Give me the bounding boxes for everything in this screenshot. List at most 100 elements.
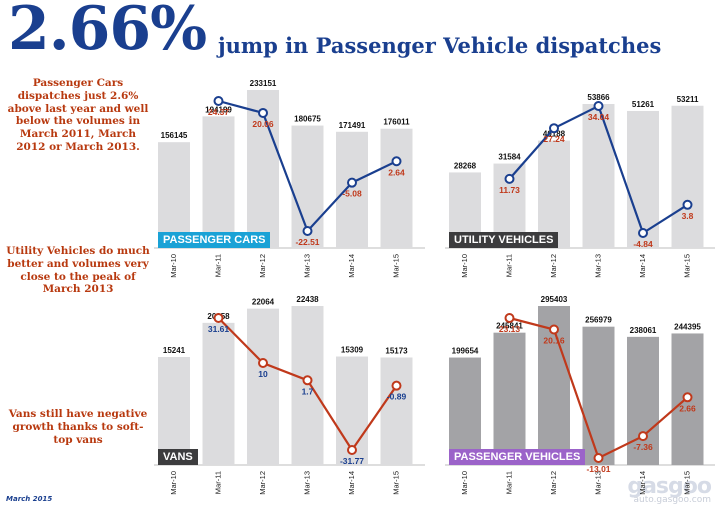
vans-growth-label-3: 1.7 [302, 386, 314, 396]
vans-value-label-5: 15173 [385, 346, 408, 355]
passenger-cars-bar-1 [202, 116, 235, 248]
vans-growth-label-5: -0.89 [387, 392, 407, 402]
passenger-cars-value-label-2: 233151 [250, 79, 277, 88]
utility-vehicles-tick-label-4: Mar-14 [638, 254, 647, 278]
passenger-vehicles-tick-label-5: Mar-15 [683, 471, 692, 495]
vans-value-label-2: 22064 [252, 298, 275, 307]
utility-vehicles-growth-point-5 [682, 199, 693, 210]
passenger-cars-value-label-5: 176011 [383, 118, 410, 127]
chart-badge-vans: VANS [158, 449, 198, 465]
utility-vehicles-value-label-3: 53866 [587, 93, 610, 102]
note-passenger-cars: Passenger Cars dispatches just 2.6% abov… [7, 77, 149, 153]
passenger-cars-tick-label-0: Mar-10 [169, 254, 178, 278]
chart-passenger-vehicles-svg: 199654 Mar-10 245841 Mar-11 295403 Mar-12 2569… [445, 295, 715, 495]
passenger-vehicles-value-label-3: 256979 [585, 316, 612, 325]
note-utility-vehicles: Utility Vehicles do much better and volu… [6, 245, 150, 296]
utility-vehicles-value-label-5: 53211 [677, 95, 699, 104]
passenger-vehicles-tick-label-2: Mar-12 [549, 471, 558, 495]
passenger-vehicles-growth-point-4 [638, 431, 648, 442]
chart-utility-vehicles-svg: 28268 Mar-10 31584 Mar-11 40188 Mar-12 53866 Ma… [445, 93, 715, 278]
vans-growth-label-1: 31.61 [208, 324, 230, 334]
passenger-vehicles-growth-point-1 [504, 313, 515, 323]
vans-tick-label-4: Mar-14 [347, 471, 356, 495]
passenger-vehicles-tick-label-0: Mar-10 [460, 471, 469, 495]
utility-vehicles-growth-point-2 [549, 123, 559, 134]
utility-vehicles-value-label-1: 31584 [498, 153, 521, 162]
utility-vehicles-growth-point-1 [504, 173, 515, 184]
passenger-vehicles-growth-point-3 [593, 453, 604, 463]
passenger-vehicles-growth-point-2 [549, 324, 559, 335]
vans-bar-3 [291, 306, 324, 465]
utility-vehicles-growth-point-4 [638, 228, 648, 238]
utility-vehicles-bar-4 [627, 110, 659, 248]
passenger-vehicles-growth-label-3: -13.01 [586, 464, 610, 474]
vans-value-label-4: 15309 [341, 346, 364, 355]
utility-vehicles-growth-label-4: -4.84 [633, 239, 653, 249]
chart-badge-utility-vehicles: UTILITY VEHICLES [449, 232, 559, 248]
vans-growth-point-4 [347, 445, 357, 455]
passenger-cars-bar-4 [336, 131, 368, 248]
passenger-cars-tick-label-2: Mar-12 [258, 254, 267, 278]
passenger-cars-growth-point-5 [391, 156, 402, 167]
vans-bar-1 [202, 322, 235, 465]
chart-utility-vehicles: 28268 Mar-10 31584 Mar-11 40188 Mar-12 53866 Ma… [445, 76, 715, 286]
passenger-cars-tick-label-1: Mar-11 [214, 254, 223, 277]
vans-tick-label-3: Mar-13 [303, 471, 312, 495]
passenger-vehicles-value-label-4: 238061 [630, 326, 657, 335]
passenger-cars-growth-label-5: 2.64 [388, 167, 405, 177]
utility-vehicles-bar-3 [582, 104, 615, 248]
utility-vehicles-tick-label-1: Mar-11 [505, 254, 514, 277]
utility-vehicles-tick-label-0: Mar-10 [460, 254, 469, 278]
passenger-vehicles-growth-label-1: 23.13 [499, 324, 521, 334]
passenger-vehicles-value-label-1: 245841 [496, 322, 523, 331]
passenger-vehicles-tick-label-3: Mar-13 [594, 471, 603, 495]
chart-vans: 15241Mar-1020058Mar-1122064Mar-1222438Ma… [154, 288, 425, 495]
utility-vehicles-tick-label-5: Mar-15 [683, 254, 692, 278]
vans-growth-label-4: -31.77 [340, 456, 364, 466]
passenger-vehicles-bar-0 [449, 357, 481, 465]
utility-vehicles-growth-label-5: 3.8 [682, 211, 694, 221]
vans-bar-5 [380, 357, 413, 465]
utility-vehicles-value-label-4: 51261 [632, 100, 655, 109]
chart-passenger-cars-svg: 156145 Mar-10 194199 Mar-11 233151 Mar-12 1806… [154, 79, 425, 278]
passenger-vehicles-value-label-0: 199654 [452, 347, 479, 356]
passenger-cars-value-label-4: 171491 [339, 121, 366, 130]
passenger-vehicles-bar-3 [582, 326, 615, 465]
utility-vehicles-bar-2 [538, 140, 570, 248]
passenger-vehicles-growth-label-4: -7.36 [633, 442, 653, 452]
passenger-cars-growth-point-4 [347, 177, 357, 188]
watermark-url: auto.gasgoo.com [633, 495, 711, 505]
passenger-cars-growth-point-3 [302, 226, 313, 236]
passenger-cars-value-label-3: 180675 [294, 115, 321, 124]
vans-tick-label-0: Mar-10 [169, 471, 178, 495]
headline-text: jump in Passenger Vehicle dispatches [218, 33, 662, 58]
passenger-vehicles-tick-label-4: Mar-14 [638, 471, 647, 495]
passenger-cars-bar-5 [380, 128, 413, 248]
passenger-vehicles-growth-label-2: 20.16 [543, 336, 565, 346]
passenger-vehicles-value-label-5: 244395 [674, 322, 701, 331]
vans-bar-0 [158, 356, 190, 465]
vans-growth-point-2 [258, 358, 268, 369]
headline: 2.66% jump in Passenger Vehicle dispatch… [0, 0, 715, 76]
vans-value-label-3: 22438 [296, 295, 319, 304]
vans-growth-label-2: 10 [258, 369, 268, 379]
chart-passenger-vehicles: 199654 Mar-10 245841 Mar-11 295403 Mar-12 2569… [445, 288, 715, 495]
utility-vehicles-tick-label-2: Mar-12 [549, 254, 558, 278]
vans-value-label-0: 15241 [163, 346, 186, 355]
passenger-vehicles-growth-label-5: 2.66 [679, 403, 696, 413]
passenger-cars-growth-label-3: -22.51 [295, 237, 319, 247]
passenger-cars-growth-label-2: 20.06 [252, 119, 274, 129]
utility-vehicles-growth-label-3: 34.04 [588, 112, 610, 122]
passenger-cars-tick-label-5: Mar-15 [392, 254, 401, 278]
utility-vehicles-tick-label-3: Mar-13 [594, 254, 603, 278]
utility-vehicles-bar-5 [671, 105, 704, 248]
vans-growth-point-1 [213, 313, 224, 323]
vans-tick-label-5: Mar-15 [392, 471, 401, 495]
utility-vehicles-growth-point-3 [593, 101, 604, 111]
utility-vehicles-growth-label-1: 11.73 [499, 185, 520, 195]
vans-growth-point-3 [302, 375, 313, 386]
passenger-vehicles-tick-label-1: Mar-11 [505, 471, 514, 494]
passenger-vehicles-bar-1 [493, 332, 526, 465]
note-vans: Vans still have negative growth thanks t… [8, 408, 148, 446]
passenger-vehicles-growth-point-5 [682, 392, 693, 403]
